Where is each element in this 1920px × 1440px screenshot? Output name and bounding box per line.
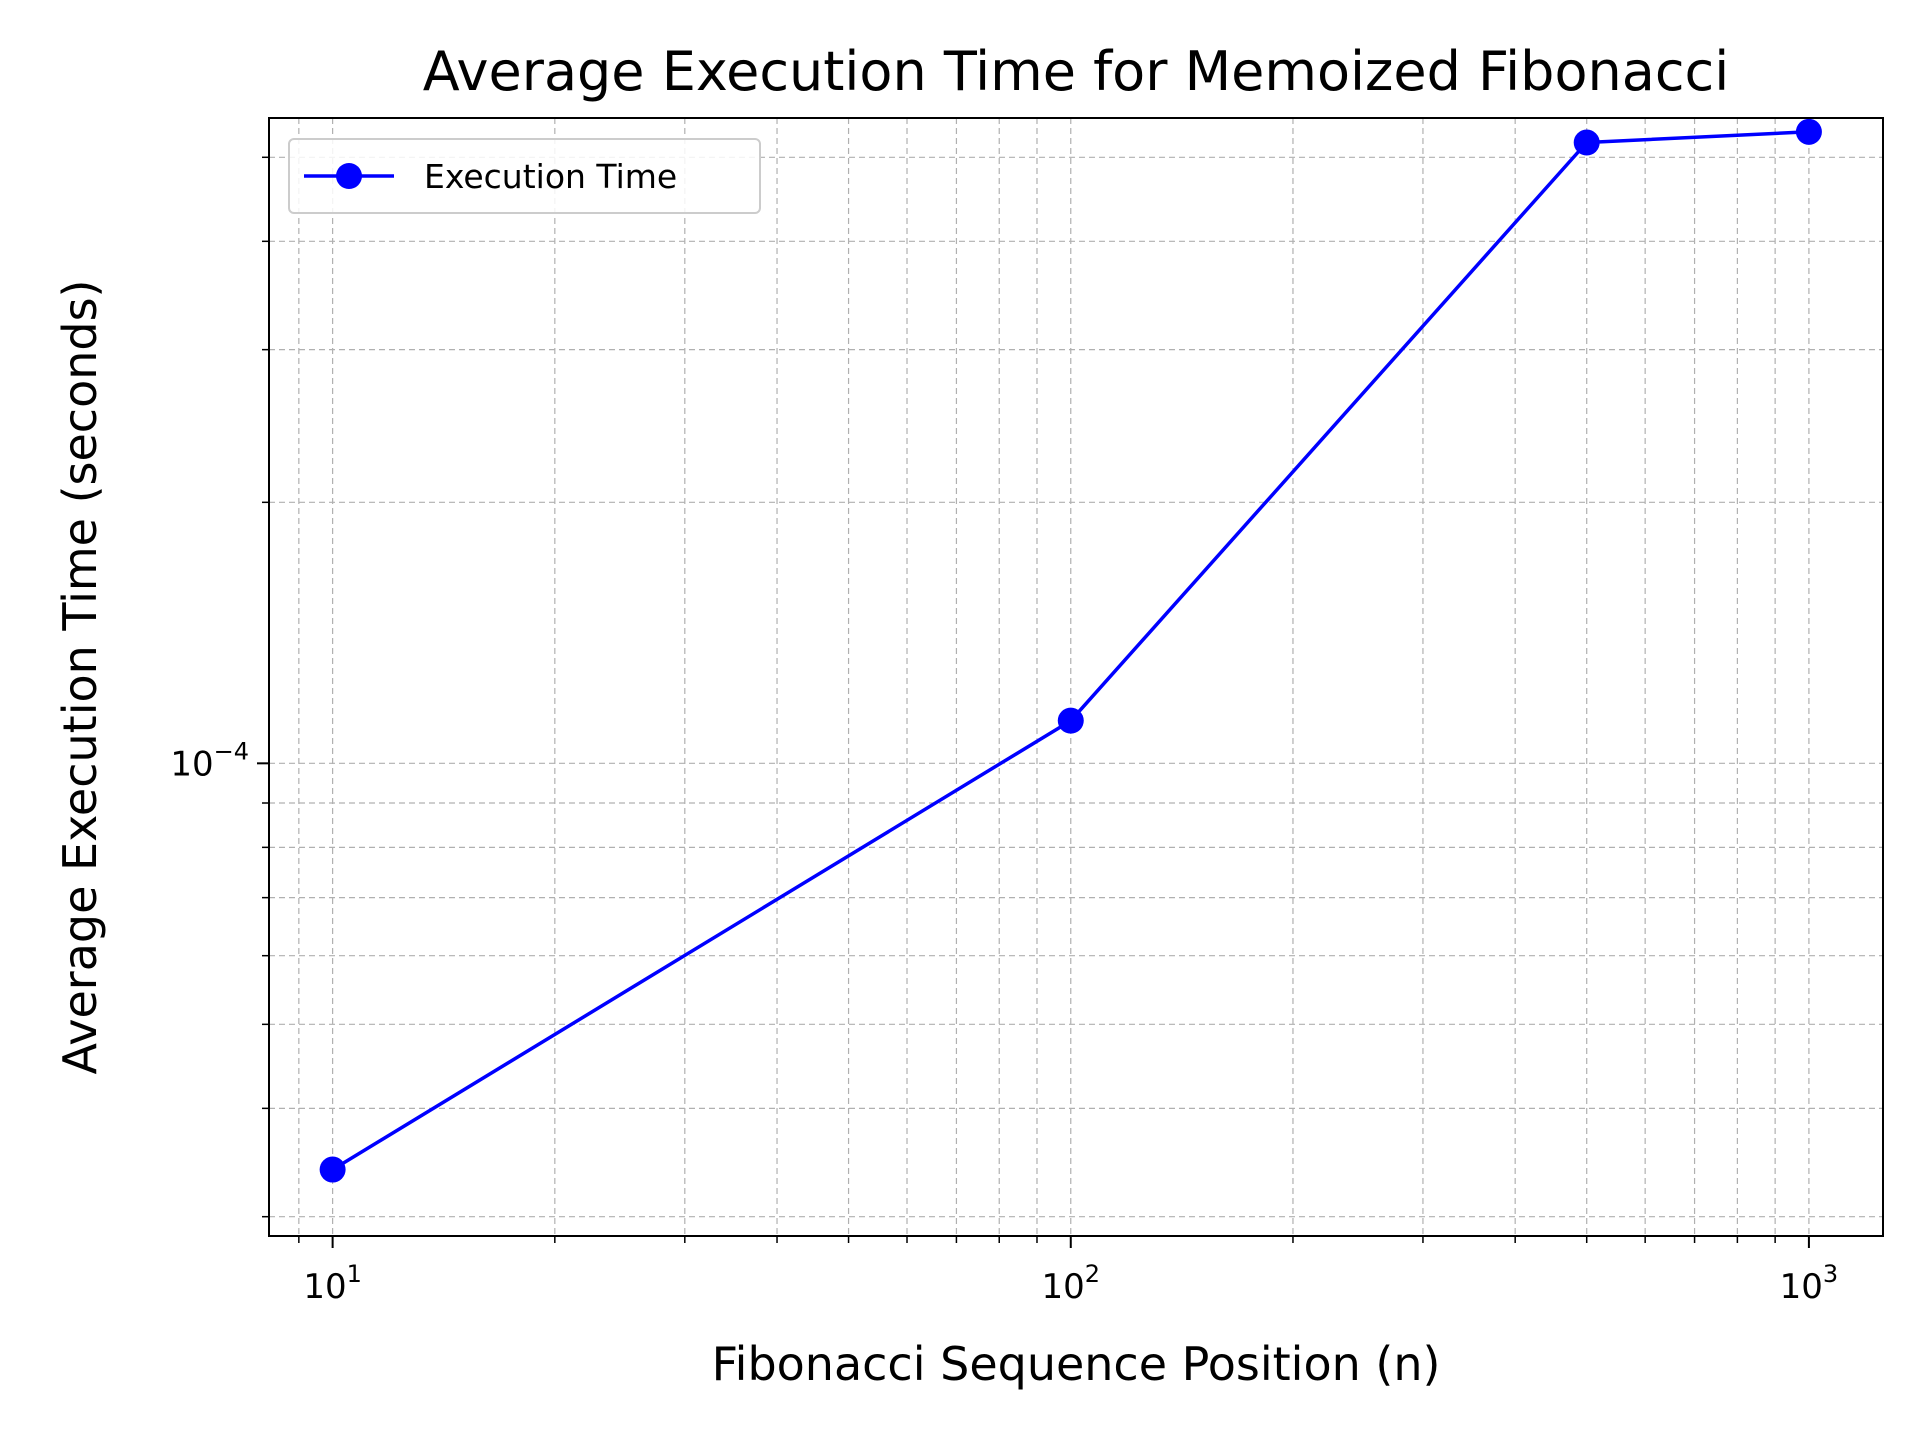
series-layer <box>319 118 1822 1183</box>
series-line <box>331 130 1809 1172</box>
legend-box <box>288 138 761 214</box>
x-tick-label: 101 <box>303 1260 362 1307</box>
data-point <box>1573 129 1600 156</box>
legend: Execution Time <box>288 138 761 214</box>
ticks: 101 102 103 10−4 <box>170 156 1839 1307</box>
plot-frame <box>268 117 1884 1237</box>
x-tick-label: 103 <box>1780 1260 1839 1307</box>
grid <box>269 118 1883 1236</box>
x-tick-label: 102 <box>1041 1260 1100 1307</box>
legend-marker <box>336 163 362 189</box>
chart-title: Average Execution Time for Memoized Fibo… <box>423 40 1729 103</box>
data-point <box>1057 707 1084 734</box>
y-tick-label: 10−4 <box>170 737 249 784</box>
y-axis-label: Average Execution Time (seconds) <box>53 280 107 1075</box>
x-axis-label: Fibonacci Sequence Position (n) <box>712 1337 1441 1391</box>
data-point <box>319 1156 346 1183</box>
legend-label: Execution Time <box>424 157 677 196</box>
data-point <box>1795 118 1822 145</box>
